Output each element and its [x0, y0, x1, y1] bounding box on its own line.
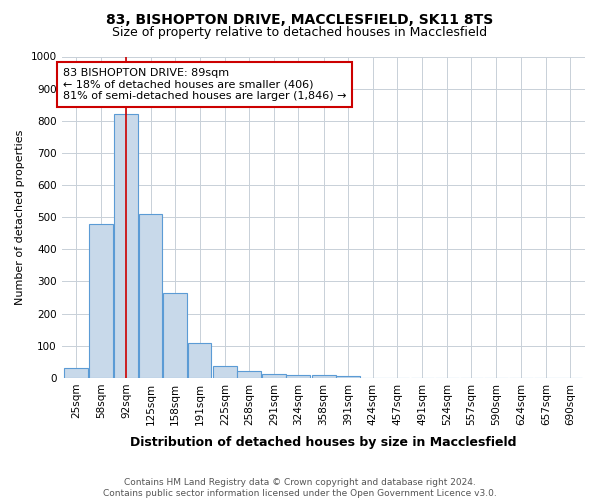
Bar	[64, 368, 88, 378]
Bar	[89, 224, 113, 378]
X-axis label: Distribution of detached houses by size in Macclesfield: Distribution of detached houses by size …	[130, 436, 517, 449]
Y-axis label: Number of detached properties: Number of detached properties	[15, 130, 25, 305]
Bar	[163, 292, 187, 378]
Text: 83, BISHOPTON DRIVE, MACCLESFIELD, SK11 8TS: 83, BISHOPTON DRIVE, MACCLESFIELD, SK11 …	[106, 12, 494, 26]
Bar	[139, 214, 163, 378]
Bar	[213, 366, 237, 378]
Bar	[336, 376, 360, 378]
Bar	[286, 376, 310, 378]
Text: Contains HM Land Registry data © Crown copyright and database right 2024.
Contai: Contains HM Land Registry data © Crown c…	[103, 478, 497, 498]
Bar	[312, 374, 335, 378]
Text: 83 BISHOPTON DRIVE: 89sqm
← 18% of detached houses are smaller (406)
81% of semi: 83 BISHOPTON DRIVE: 89sqm ← 18% of detac…	[63, 68, 346, 101]
Bar	[114, 114, 138, 378]
Bar	[262, 374, 286, 378]
Bar	[238, 371, 261, 378]
Text: Size of property relative to detached houses in Macclesfield: Size of property relative to detached ho…	[112, 26, 488, 39]
Bar	[188, 342, 211, 378]
